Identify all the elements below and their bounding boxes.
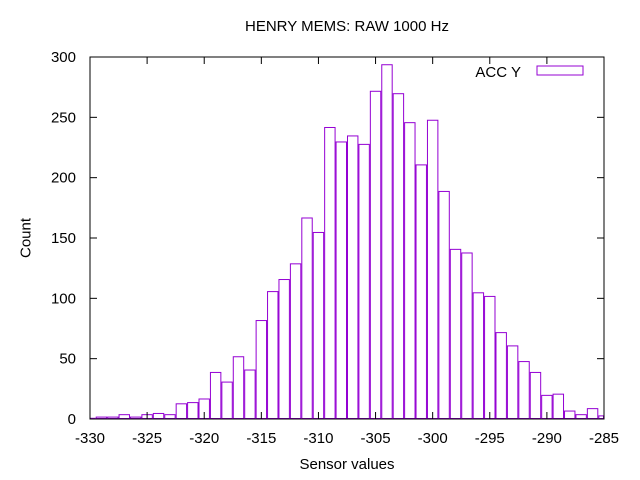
histogram-bar <box>244 369 256 420</box>
histogram-bar <box>107 416 119 420</box>
histogram-bar <box>95 416 108 420</box>
x-tick-label: -315 <box>246 430 276 447</box>
legend-label: ACC Y <box>475 64 521 81</box>
x-tick-label: -325 <box>132 430 162 447</box>
legend: ACC Y <box>475 64 584 81</box>
x-tick-label: -320 <box>189 430 219 447</box>
x-axis-label: Sensor values <box>299 456 395 473</box>
histogram-bar <box>347 135 359 420</box>
histogram-bar <box>564 410 576 420</box>
y-tick-label: 300 <box>51 49 76 66</box>
histogram-bar <box>575 414 587 420</box>
histogram-bar <box>152 412 165 420</box>
histogram-bar <box>301 217 313 419</box>
histogram-bar <box>461 252 473 419</box>
histogram-bar <box>449 248 462 419</box>
histogram-bar <box>381 64 393 420</box>
histogram-bar <box>506 345 519 420</box>
histogram-bar <box>552 393 565 420</box>
histogram-bar <box>438 190 450 419</box>
histogram-bar <box>278 279 290 419</box>
histogram-bar <box>129 416 142 420</box>
histogram-bar <box>484 295 496 420</box>
histogram-bar <box>358 143 370 419</box>
histogram-bar <box>495 332 507 419</box>
histogram-bar <box>472 292 485 419</box>
x-tick-label: -305 <box>361 430 391 447</box>
x-tick-label: -290 <box>532 430 562 447</box>
histogram-bar <box>221 381 233 419</box>
histogram-bar <box>289 263 302 419</box>
histogram-bar <box>415 164 427 419</box>
histogram-bar <box>267 291 279 419</box>
histogram-bar <box>118 414 130 420</box>
histogram-bar <box>255 320 268 420</box>
y-tick-label: 150 <box>51 230 76 247</box>
chart-title: HENRY MEMS: RAW 1000 Hz <box>245 18 449 35</box>
histogram-bar <box>369 90 382 420</box>
histogram-bar <box>164 414 176 420</box>
x-tick-label: -310 <box>303 430 333 447</box>
x-tick-label: -295 <box>475 430 505 447</box>
histogram-bar <box>529 371 542 420</box>
x-tick-label: -330 <box>75 430 105 447</box>
histogram-bar <box>598 415 604 420</box>
histogram-bar <box>335 141 348 419</box>
y-tick-label: 100 <box>51 290 76 307</box>
y-tick-label: 50 <box>59 351 76 368</box>
x-tick-label: -285 <box>589 430 619 447</box>
histogram-bar <box>324 126 336 419</box>
y-tick-label: 0 <box>68 411 76 428</box>
histogram-bar <box>312 231 325 419</box>
histogram-bar <box>187 402 199 419</box>
bars-group <box>90 64 604 420</box>
legend-swatch <box>536 65 584 76</box>
y-tick-label: 200 <box>51 170 76 187</box>
histogram-bar <box>586 408 599 420</box>
histogram-bar <box>392 93 405 419</box>
histogram-bar <box>518 361 530 419</box>
y-tick-label: 250 <box>51 109 76 126</box>
histogram-bar <box>209 371 222 420</box>
histogram-bar <box>426 119 439 419</box>
histogram-bar <box>175 403 188 419</box>
ticks-group: 0 50 100 150 200 250 300 -330 -325 -320 -315 -310 -3… <box>51 49 619 447</box>
histogram-bar <box>232 356 245 419</box>
histogram-bar <box>404 122 416 419</box>
x-tick-label: -300 <box>418 430 448 447</box>
